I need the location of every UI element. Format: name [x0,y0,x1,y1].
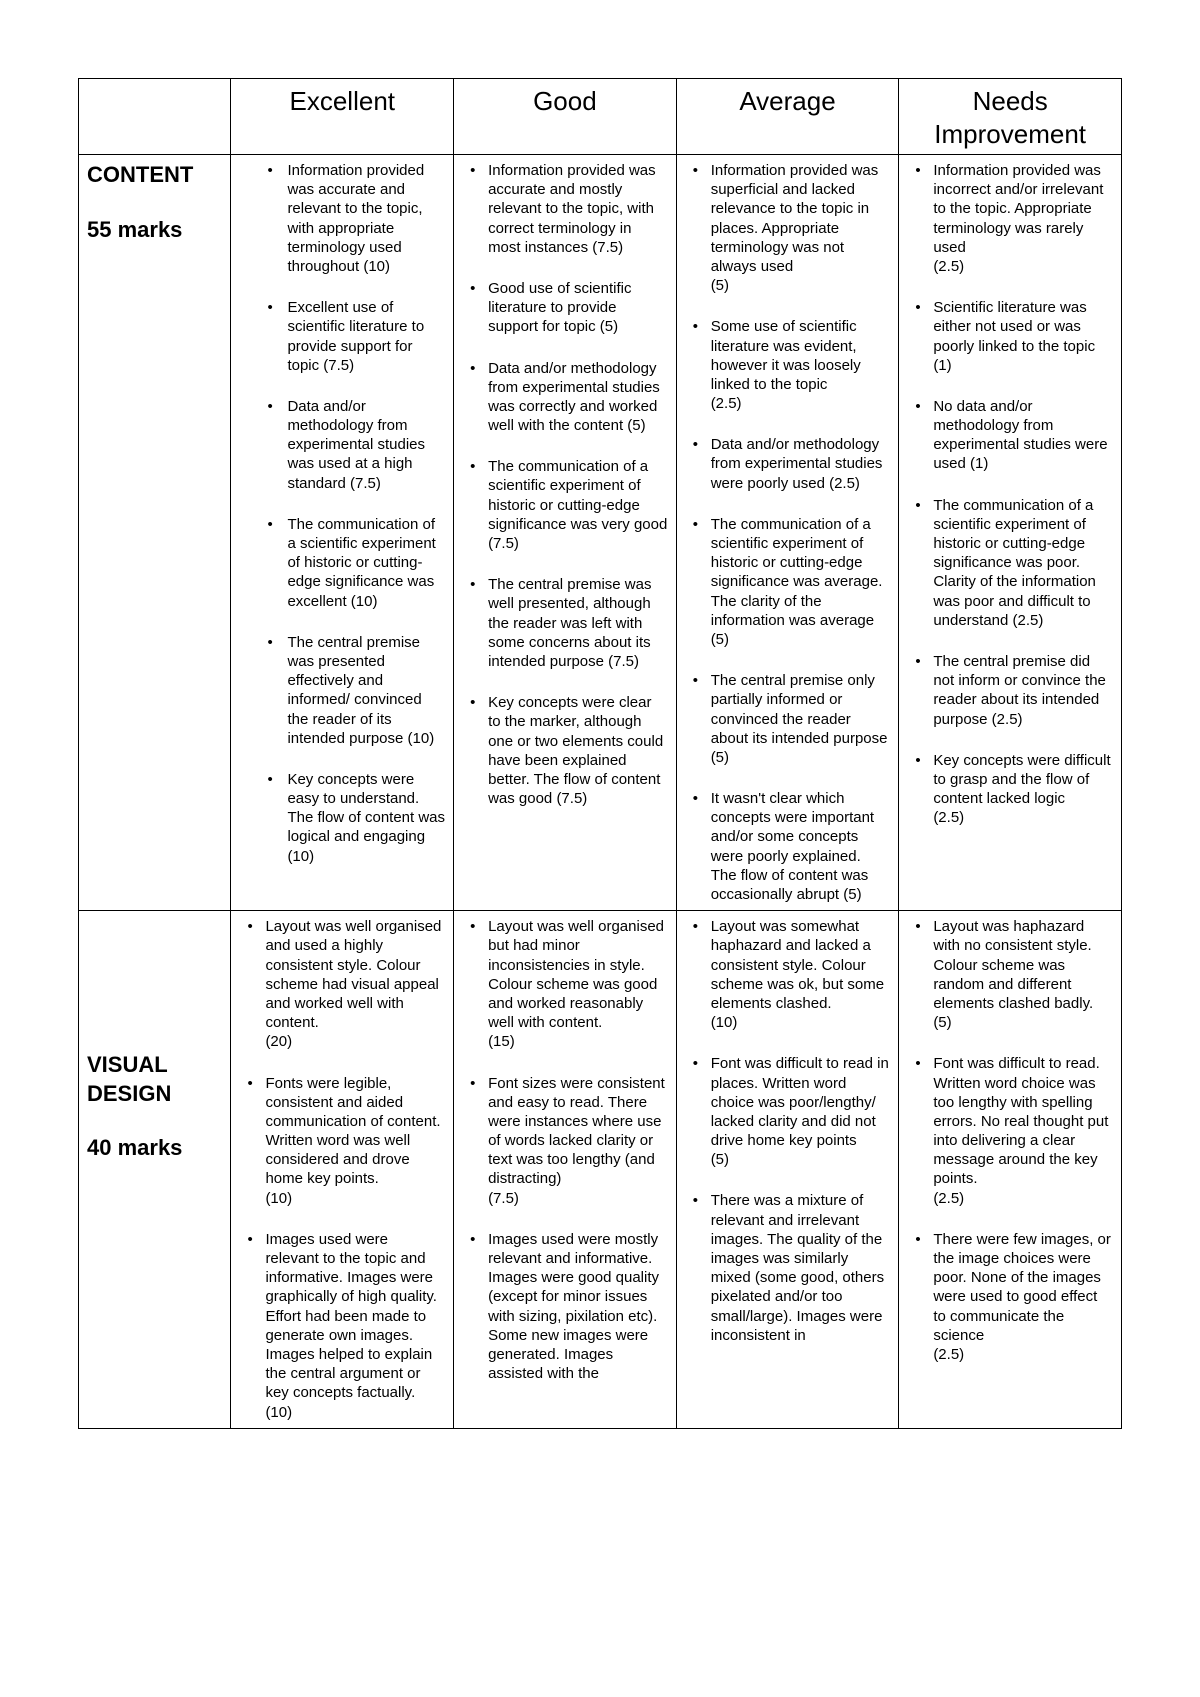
list-item: The communication of a scientific experi… [685,515,891,649]
list-item: Data and/or methodology from experimenta… [239,397,445,493]
list-item: The communication of a scientific experi… [462,457,668,553]
list-item: Font was difficult to read. Written word… [907,1054,1113,1208]
header-needs: Needs Improvement [899,79,1122,155]
cell-content-needs: Information provided was incorrect and/o… [899,155,1122,911]
header-row: Excellent Good Average Needs Improvement [79,79,1122,155]
rowlabel-content-title: CONTENT [87,162,193,187]
rowlabel-visual: VISUAL DESIGN 40 marks [79,911,231,1429]
list-item: Fonts were legible, consistent and aided… [239,1074,445,1208]
header-good: Good [454,79,677,155]
list-item: The central premise did not inform or co… [907,652,1113,729]
cell-content-good: Information provided was accurate and mo… [454,155,677,911]
row-content: CONTENT 55 marks Information provided wa… [79,155,1122,911]
list-item: Font was difficult to read in places. Wr… [685,1054,891,1169]
list-item: Key concepts were clear to the marker, a… [462,693,668,808]
list-item: The central premise only partially infor… [685,671,891,767]
list-item: Key concepts were difficult to grasp and… [907,751,1113,828]
list-item: Good use of scientific literature to pro… [462,279,668,337]
rowlabel-content-marks: 55 marks [87,216,222,245]
rubric-table: Excellent Good Average Needs Improvement… [78,78,1122,1429]
cell-content-excellent: Information provided was accurate and re… [231,155,454,911]
rowlabel-content: CONTENT 55 marks [79,155,231,911]
row-visual: VISUAL DESIGN 40 marks Layout was well o… [79,911,1122,1429]
rowlabel-visual-title: VISUAL DESIGN [87,1052,171,1106]
list-item: Information provided was incorrect and/o… [907,161,1113,276]
list-item: Some use of scientific literature was ev… [685,317,891,413]
list-item: No data and/or methodology from experime… [907,397,1113,474]
list-item: Layout was well organised but had minor … [462,917,668,1051]
list-item: Information provided was accurate and re… [239,161,445,276]
list-item: Information provided was superficial and… [685,161,891,295]
cell-content-average: Information provided was superficial and… [676,155,899,911]
list-item: Font sizes were consistent and easy to r… [462,1074,668,1208]
list-item: Information provided was accurate and mo… [462,161,668,257]
header-average: Average [676,79,899,155]
header-blank [79,79,231,155]
list-item: There was a mixture of relevant and irre… [685,1191,891,1345]
cell-visual-average: Layout was somewhat haphazard and lacked… [676,911,899,1429]
page: Excellent Good Average Needs Improvement… [0,0,1200,1697]
list-item: Images used were relevant to the topic a… [239,1230,445,1422]
cell-visual-needs: Layout was haphazard with no consistent … [899,911,1122,1429]
list-item: It wasn't clear which concepts were impo… [685,789,891,904]
list-item: The central premise was presented effect… [239,633,445,748]
list-item: Excellent use of scientific literature t… [239,298,445,375]
list-item: Data and/or methodology from experimenta… [685,435,891,493]
rowlabel-visual-marks: 40 marks [87,1134,222,1163]
cell-visual-excellent: Layout was well organised and used a hig… [231,911,454,1429]
list-item: Layout was well organised and used a hig… [239,917,445,1051]
list-item: Key concepts were easy to understand. Th… [239,770,445,866]
list-item: Images used were mostly relevant and inf… [462,1230,668,1384]
list-item: There were few images, or the image choi… [907,1230,1113,1364]
list-item: The communication of a scientific experi… [239,515,445,611]
list-item: The communication of a scientific experi… [907,496,1113,630]
list-item: The central premise was well presented, … [462,575,668,671]
list-item: Scientific literature was either not use… [907,298,1113,375]
list-item: Layout was somewhat haphazard and lacked… [685,917,891,1032]
list-item: Data and/or methodology from experimenta… [462,359,668,436]
header-excellent: Excellent [231,79,454,155]
list-item: Layout was haphazard with no consistent … [907,917,1113,1032]
cell-visual-good: Layout was well organised but had minor … [454,911,677,1429]
